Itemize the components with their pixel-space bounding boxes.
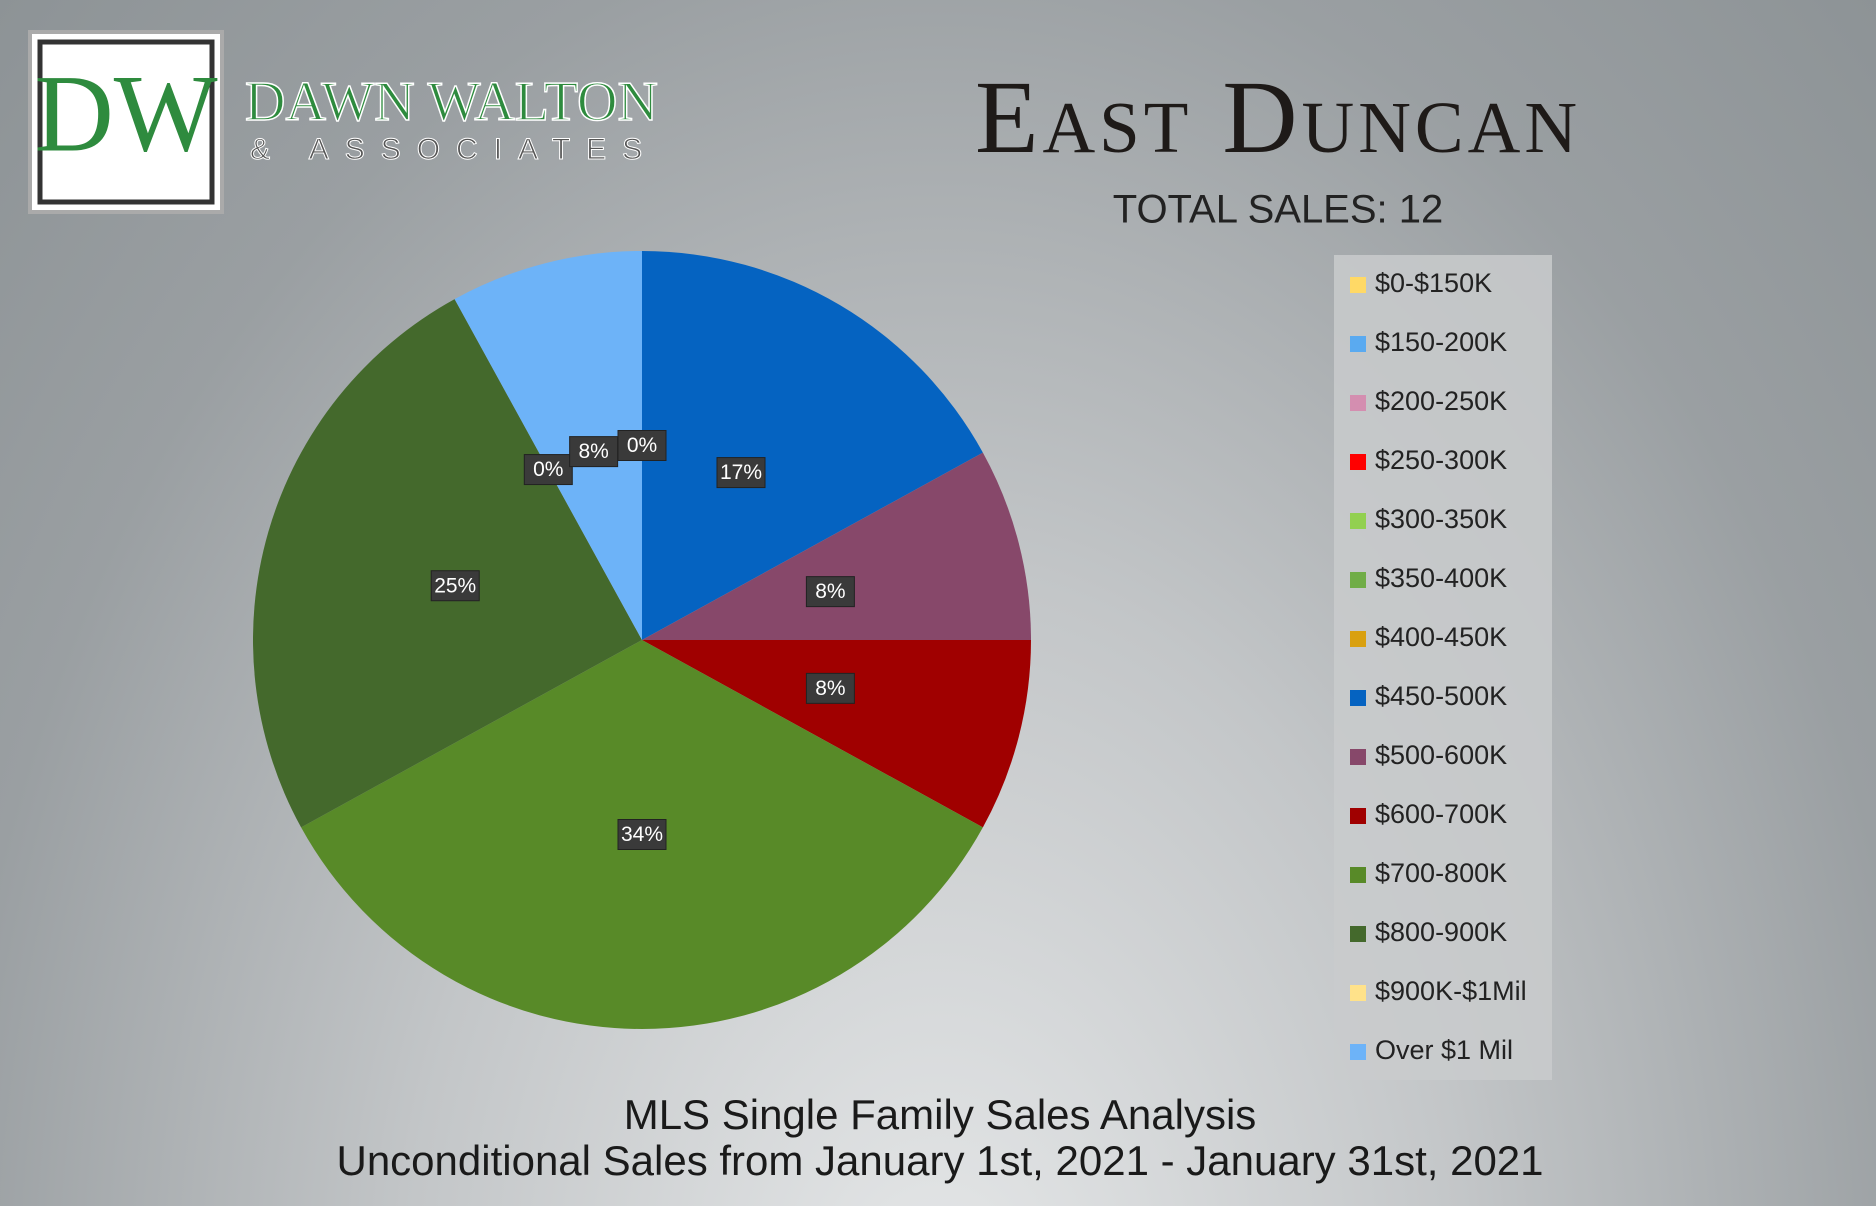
legend-label: $450-500K xyxy=(1375,681,1507,711)
logo-name: DAWN WALTON xyxy=(245,71,658,133)
data-label: 8% xyxy=(815,580,845,603)
legend-label: $200-250K xyxy=(1375,386,1507,416)
pie-slice xyxy=(642,251,983,640)
legend-label: $0-$150K xyxy=(1375,268,1492,298)
legend-label: $400-450K xyxy=(1375,622,1507,652)
data-label: 25% xyxy=(434,574,476,597)
pie-slice xyxy=(642,452,1032,640)
data-label-bg xyxy=(617,430,667,461)
legend-label: $600-700K xyxy=(1375,799,1507,829)
legend-swatch xyxy=(1350,631,1366,647)
legend-swatch xyxy=(1350,985,1366,1001)
data-label-bg xyxy=(523,454,573,486)
data-label-bg xyxy=(716,457,766,489)
legend-swatch xyxy=(1350,336,1366,352)
legend-label: $700-800K xyxy=(1375,858,1507,888)
legend-swatch xyxy=(1350,1044,1366,1060)
legend-swatch xyxy=(1350,454,1366,470)
legend-swatch xyxy=(1350,808,1366,824)
legend-swatch xyxy=(1350,572,1366,588)
logo-monogram: DW xyxy=(34,52,217,174)
data-label: 8% xyxy=(815,677,845,700)
legend-swatch xyxy=(1350,926,1366,942)
data-label-bg xyxy=(430,570,480,602)
legend-box xyxy=(1334,255,1552,1080)
footer-line: Unconditional Sales from January 1st, 20… xyxy=(336,1137,1543,1184)
data-label: 17% xyxy=(720,461,762,484)
legend-label: $250-300K xyxy=(1375,445,1507,475)
pie-slice xyxy=(253,299,643,828)
legend-swatch xyxy=(1350,395,1366,411)
chart-title: East Duncan xyxy=(975,60,1581,175)
data-label: 8% xyxy=(578,440,608,463)
footer-line: MLS Single Family Sales Analysis xyxy=(624,1091,1257,1138)
legend-swatch xyxy=(1350,277,1366,293)
legend-swatch xyxy=(1350,513,1366,529)
data-label: 0% xyxy=(533,458,563,481)
legend-label: $500-600K xyxy=(1375,740,1507,770)
legend-label: $900K-$1Mil xyxy=(1375,976,1527,1006)
logo-tagline: & ASSOCIATES xyxy=(250,133,658,166)
data-label-bg xyxy=(569,436,619,468)
legend-swatch xyxy=(1350,867,1366,883)
pie-slice xyxy=(454,251,642,640)
legend-label: $800-900K xyxy=(1375,917,1507,947)
legend-swatch xyxy=(1350,690,1366,706)
legend-label: $150-200K xyxy=(1375,327,1507,357)
legend-label: Over $1 Mil xyxy=(1375,1035,1513,1065)
data-label: 0% xyxy=(627,434,657,457)
data-label-bg xyxy=(617,819,667,850)
logo-inner-frame xyxy=(37,39,215,205)
data-label: 34% xyxy=(621,823,663,846)
legend-label: $300-350K xyxy=(1375,504,1507,534)
data-label-bg xyxy=(805,576,855,608)
logo-frame xyxy=(28,30,224,214)
chart-subtitle: TOTAL SALES: 12 xyxy=(1113,188,1444,232)
data-label-bg xyxy=(805,672,855,704)
legend-label: $350-400K xyxy=(1375,563,1507,593)
legend-swatch xyxy=(1350,749,1366,765)
pie-slice xyxy=(642,640,1031,828)
